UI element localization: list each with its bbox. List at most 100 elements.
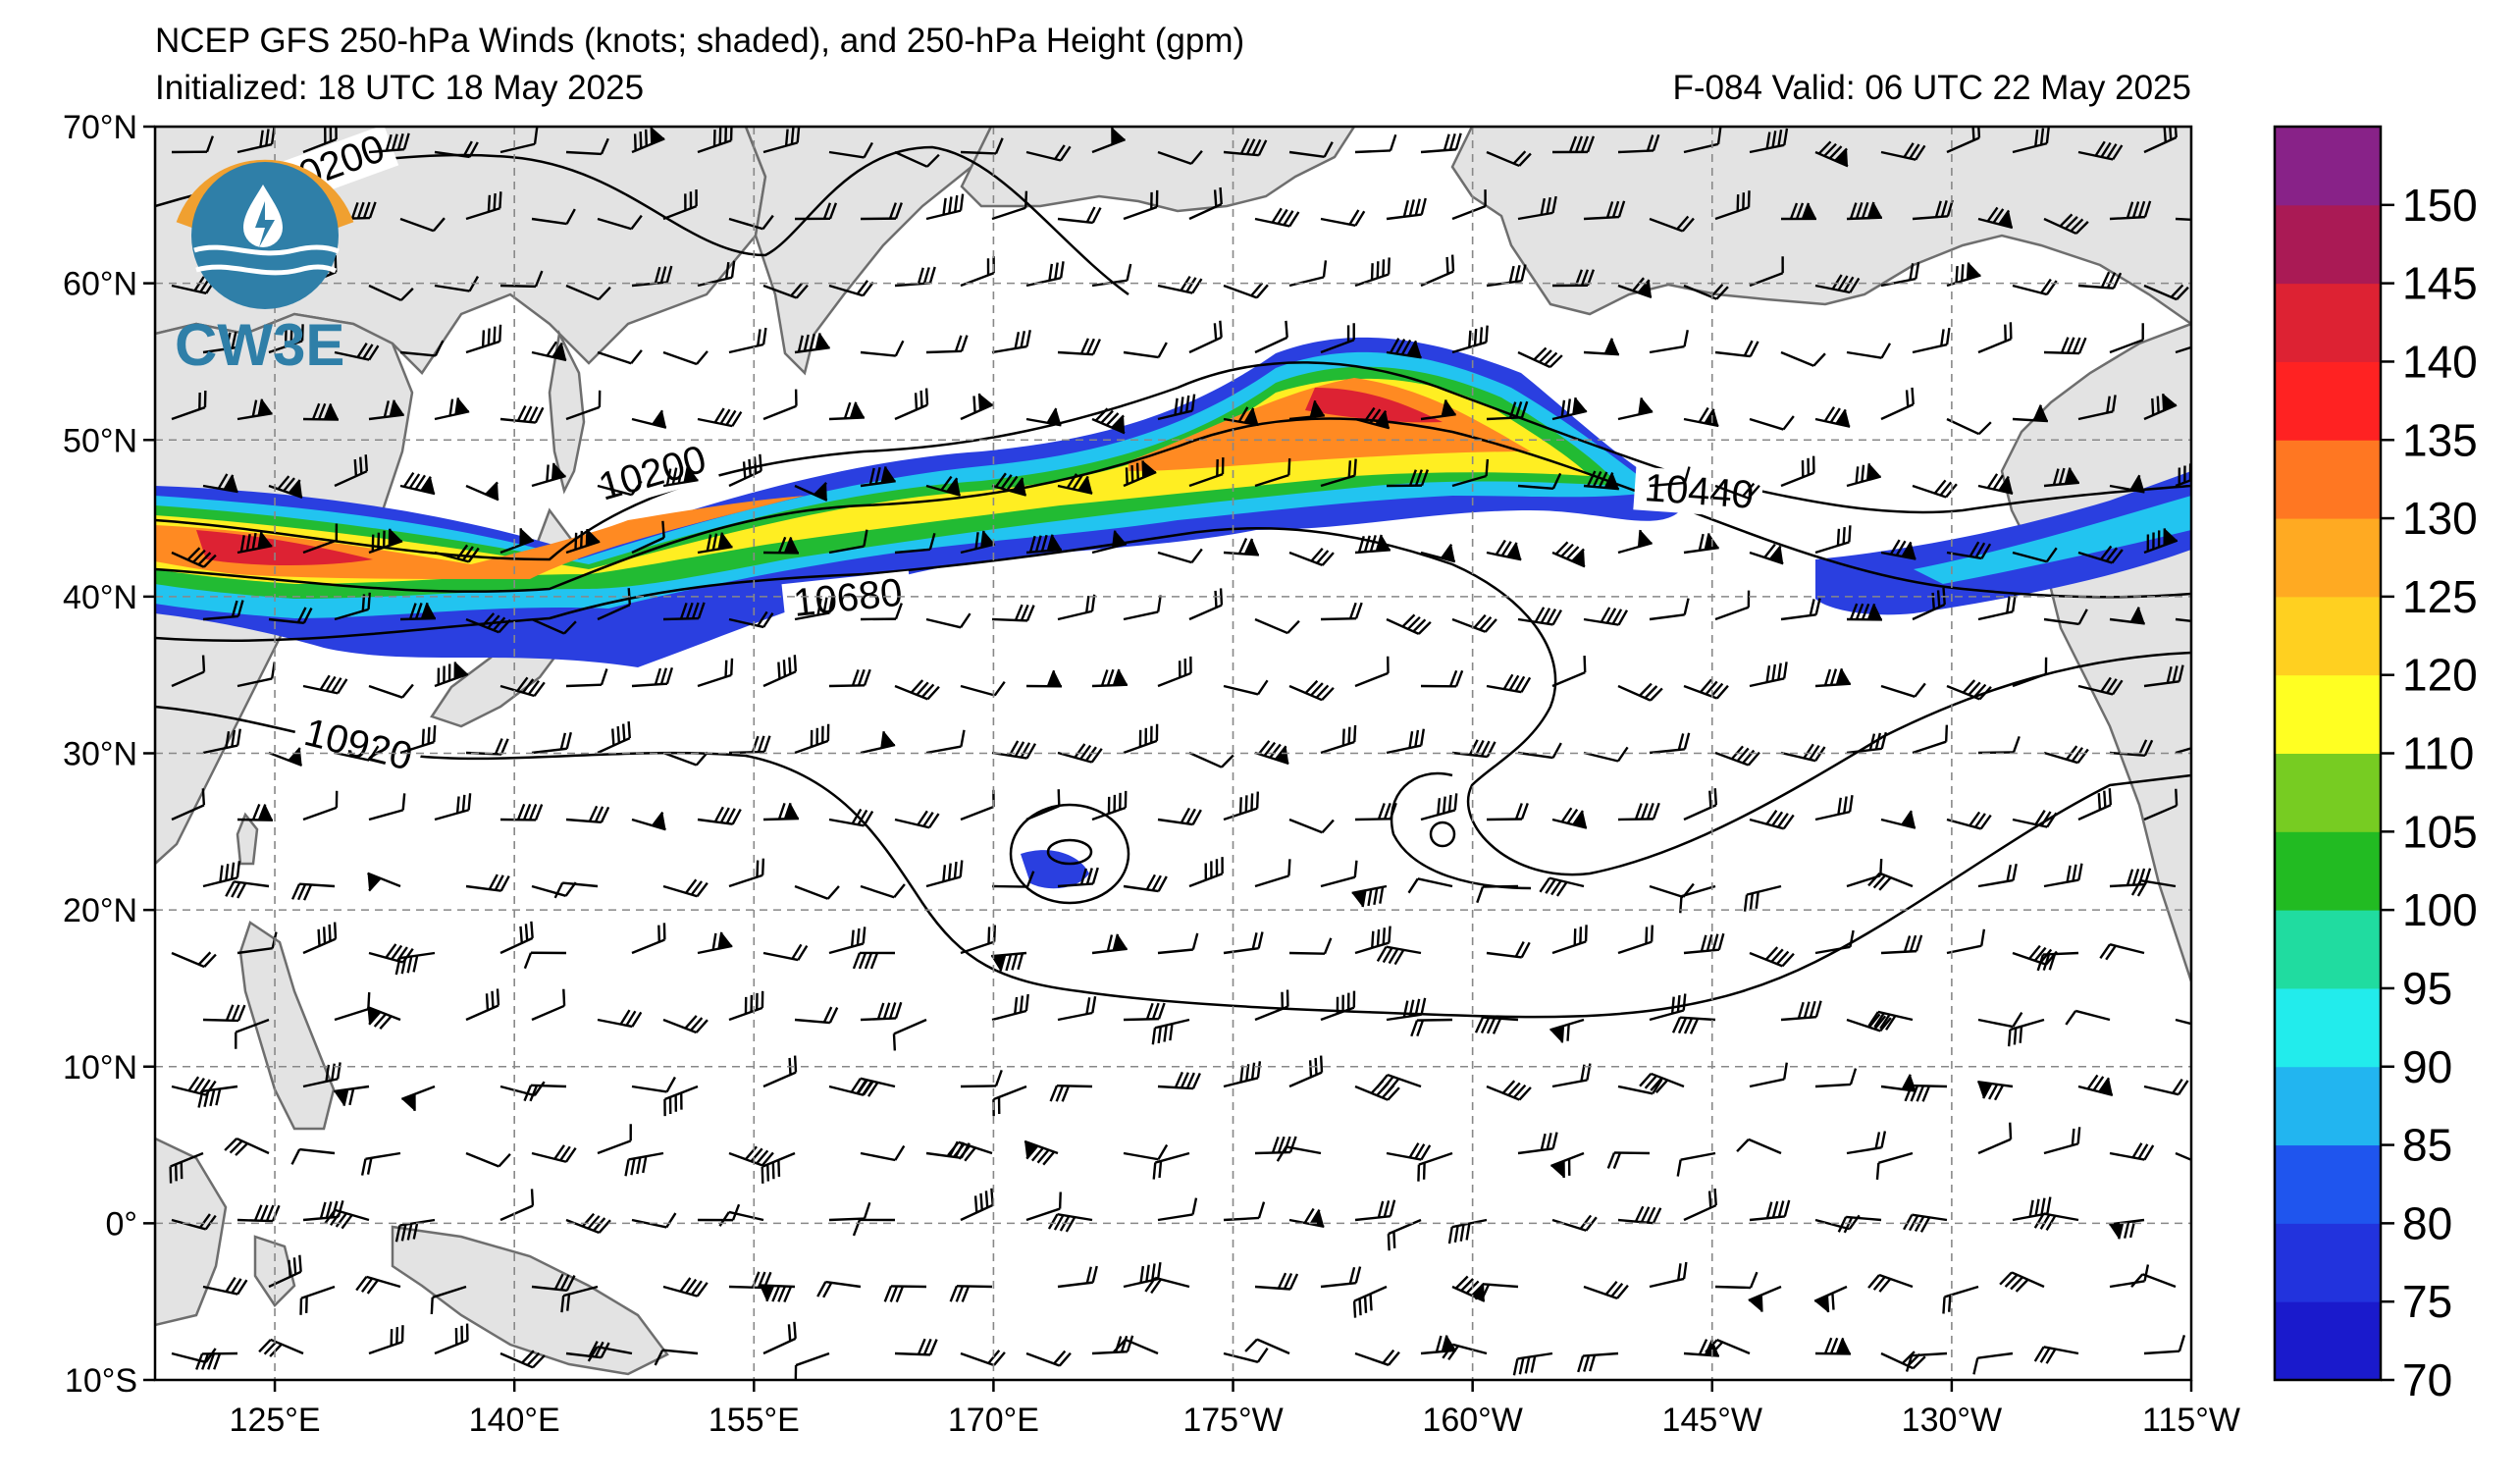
wind-barb [728,214,774,231]
colorbar-label: 100 [2402,884,2478,935]
wind-barb [400,1085,436,1111]
wind-barb [662,878,709,898]
wind-barb [894,679,940,701]
wind-barb [697,532,733,555]
wind-barb [1486,941,1531,959]
wind-barb [565,137,609,156]
colorbar-swatch [2275,1144,2381,1224]
wind-barb [1671,1016,1716,1034]
wind-barb [1354,1199,1396,1222]
wind-barb [631,265,673,288]
wind-barb [1649,1261,1688,1289]
lat-label: 10°N [63,1049,137,1086]
lat-label: 20°N [63,892,137,929]
wind-barb [553,881,599,899]
wind-barb [860,466,896,488]
wind-barb [1157,807,1202,826]
wind-barb [1144,1276,1190,1295]
wind-barb [565,1212,611,1235]
wind-barb [171,390,207,421]
wind-barb [1354,534,1391,555]
wind-barb [1649,598,1690,621]
wind-barb [925,612,971,629]
wind-barb [1091,1335,1134,1355]
wind-barb [991,472,1027,497]
wind-barb [434,140,479,159]
wind-barb [1442,1343,1488,1360]
wind-barb [1486,150,1532,168]
wind-barb [1047,1213,1093,1233]
wind-barb [434,544,480,563]
wind-barb [523,1084,567,1102]
wind-barb [1814,525,1852,555]
wind-barb [1846,603,1883,621]
wind-barb [1188,186,1223,221]
wind-barb [794,884,840,900]
wind-barb [1057,995,1097,1022]
lon-label: 160°W [1422,1402,1522,1439]
wind-barb [1551,925,1588,955]
wind-barb [1583,200,1626,221]
wind-barb [892,1018,927,1051]
colorbar-label: 95 [2402,963,2452,1014]
wind-barb [894,150,940,168]
colorbar-swatch [2275,127,2381,206]
wind-barb [2012,404,2049,423]
wind-barb [1577,1351,1619,1373]
contour-label-10440: 10440 [1643,466,1755,517]
wind-barb [1451,189,1487,221]
wind-barb [2130,878,2177,897]
wind-barb [368,793,406,821]
wind-barb [960,137,1004,155]
wind-barb [662,1277,709,1298]
wind-barb [728,990,764,1022]
wind-barb [1091,933,1128,955]
wind-barb [2007,1018,2045,1047]
chart-title: NCEP GFS 250-hPa Winds (knots; shaded), … [155,22,1245,60]
wind-barb [1351,884,1388,908]
wind-barb [860,603,903,621]
wind-barb [1486,803,1529,821]
wind-barb [1649,732,1691,755]
wind-barb [195,1351,238,1370]
lat-label: 10°S [65,1362,137,1400]
wind-barb [1912,724,1949,755]
wind-barb [1551,397,1588,421]
wind-barb [2077,545,2124,564]
colorbar-label: 145 [2402,258,2478,309]
wind-barb [1320,990,1356,1022]
wind-barb [399,602,437,621]
wind-barb [1880,261,1920,288]
wind-barb [1151,1018,1190,1045]
land-new-guinea [391,1225,669,1376]
wind-barb [991,190,1028,221]
wind-barb [1188,857,1224,888]
wind-barb [197,1085,238,1108]
wind-barb [1091,790,1128,821]
wind-barb [366,1005,401,1030]
wind-barb [1254,458,1291,488]
lat-lon-grid [155,127,2191,1380]
lat-label: 40°N [63,579,137,616]
land-taiwan [236,812,259,866]
wind-barb [960,680,1006,697]
wind-barb [947,1140,993,1162]
wind-barb [368,528,403,555]
wind-barb [1550,1151,1585,1179]
wind-barb [828,927,866,955]
wind-barb [2109,1264,2150,1289]
wind-barb [2143,284,2189,301]
wind-barb [1714,745,1760,767]
wind-barb [1912,327,1951,354]
wind-barb [697,806,742,825]
wind-barb [2143,394,2178,421]
wind-barb [2143,664,2184,688]
wind-barb [1188,588,1224,621]
wind-barb [1977,322,2013,354]
wind-barb [368,399,404,421]
wind-barb [1451,613,1497,633]
wind-barb [1386,197,1427,221]
wind-barb [299,1285,336,1315]
wind-barb [1025,534,1062,555]
wind-barb [1157,1197,1198,1222]
